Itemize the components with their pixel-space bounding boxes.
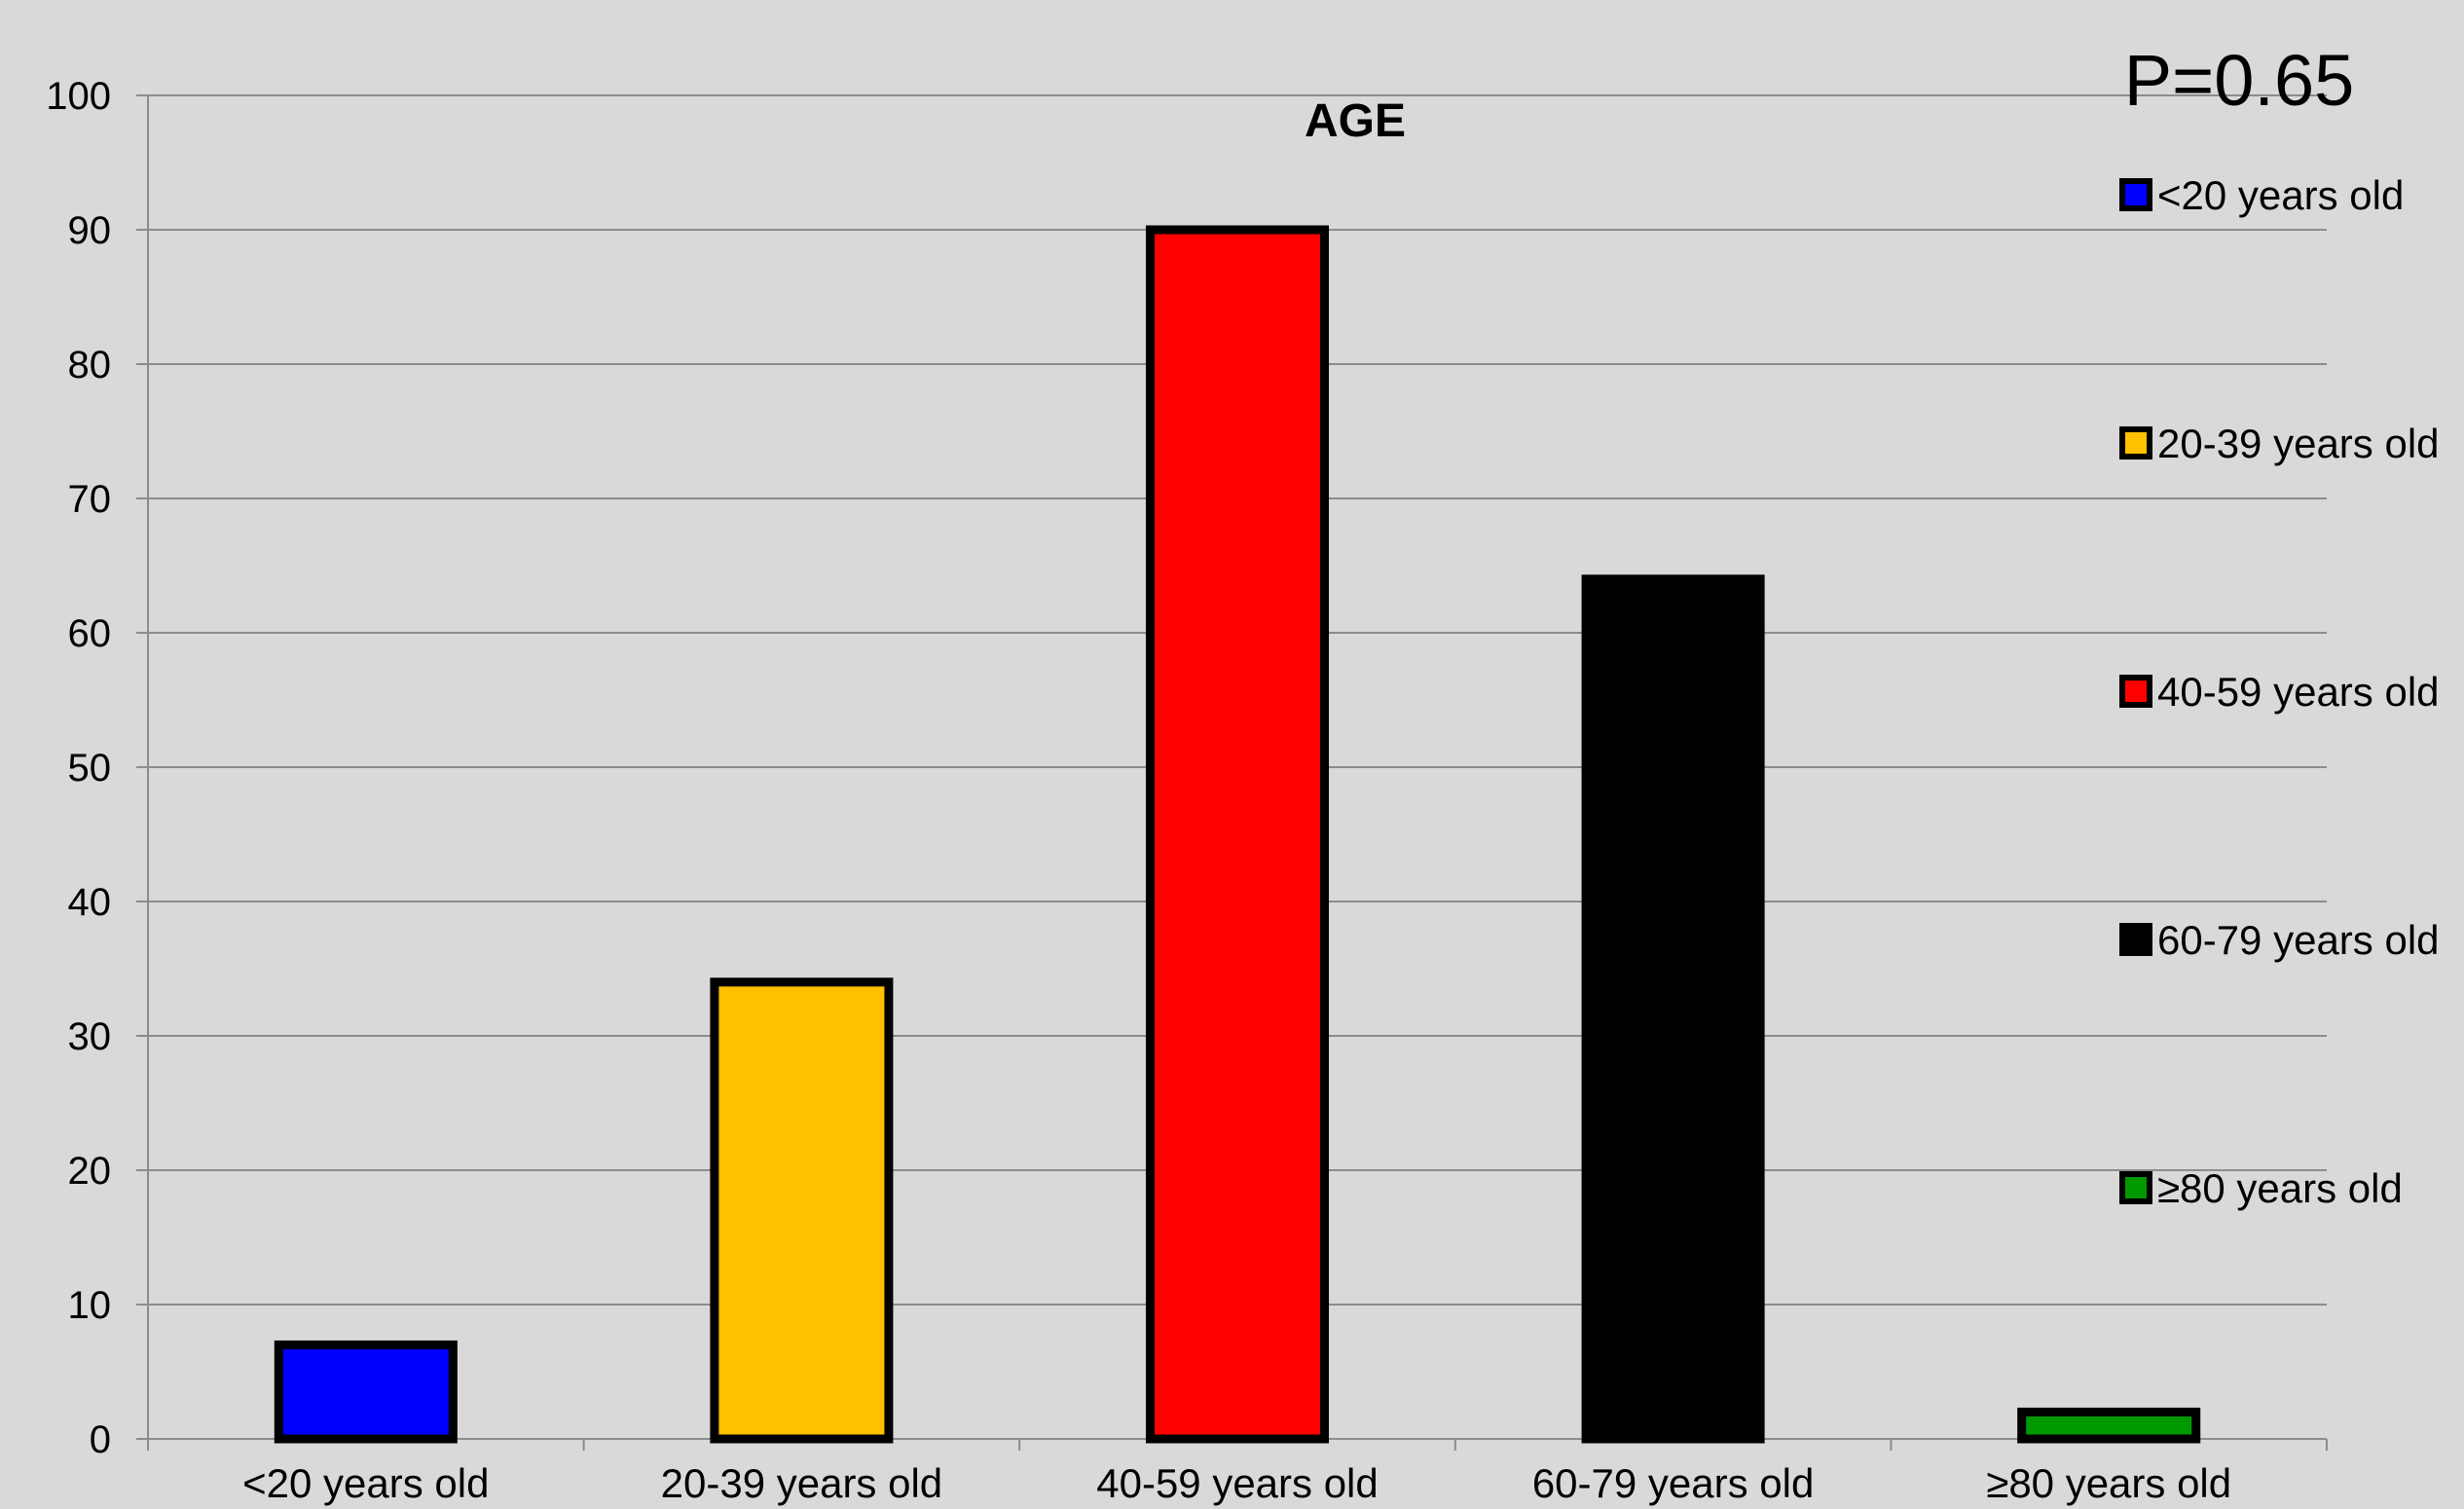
x-category-label: 60-79 years old bbox=[1532, 1460, 1815, 1506]
bar-3 bbox=[1581, 574, 1765, 1444]
y-tick-label: 100 bbox=[46, 75, 111, 118]
bar-2 bbox=[1145, 225, 1330, 1444]
x-category-label: ≥80 years old bbox=[1986, 1460, 2231, 1506]
x-category-label: 40-59 years old bbox=[1096, 1460, 1379, 1506]
legend-label-2: 40-59 years old bbox=[2157, 669, 2440, 715]
legend-swatch-1 bbox=[2119, 426, 2152, 460]
y-tick-label: 30 bbox=[68, 1015, 112, 1058]
bar-4 bbox=[2017, 1407, 2201, 1444]
y-tick-label: 60 bbox=[68, 612, 112, 655]
chart-title: AGE bbox=[1305, 95, 1406, 147]
bar-0 bbox=[274, 1340, 458, 1444]
x-category-label: <20 years old bbox=[242, 1460, 489, 1506]
legend-label-3: 60-79 years old bbox=[2157, 917, 2440, 963]
y-tick-label: 70 bbox=[68, 478, 112, 521]
legend-swatch-4 bbox=[2119, 1171, 2152, 1204]
legend-swatch-0 bbox=[2119, 178, 2152, 211]
y-tick-label: 90 bbox=[68, 209, 112, 252]
y-tick-label: 10 bbox=[68, 1284, 112, 1327]
p-value-annotation: P=0.65 bbox=[2124, 40, 2355, 121]
y-tick-label: 50 bbox=[68, 747, 112, 790]
y-tick-label: 80 bbox=[68, 344, 112, 386]
legend-label-4: ≥80 years old bbox=[2157, 1165, 2403, 1211]
legend-swatch-2 bbox=[2119, 675, 2152, 708]
bar-1 bbox=[710, 977, 894, 1444]
category-labels: <20 years old 20-39 years old 40-59 years … bbox=[242, 1460, 2231, 1506]
legend-swatch-3 bbox=[2119, 923, 2152, 956]
legend-label-0: <20 years old bbox=[2157, 172, 2404, 218]
legend-label-1: 20-39 years old bbox=[2157, 421, 2440, 466]
x-category-label: 20-39 years old bbox=[661, 1460, 943, 1506]
y-tick-label: 20 bbox=[68, 1150, 112, 1193]
legend: <20 years old 20-39 years old 40-59 years … bbox=[2119, 172, 2440, 1211]
axes: 0 10 20 30 40 50 60 70 80 90 100 bbox=[46, 75, 2328, 1461]
bars bbox=[274, 225, 2201, 1444]
y-tick-label: 0 bbox=[90, 1418, 111, 1461]
y-tick-label: 40 bbox=[68, 881, 112, 924]
